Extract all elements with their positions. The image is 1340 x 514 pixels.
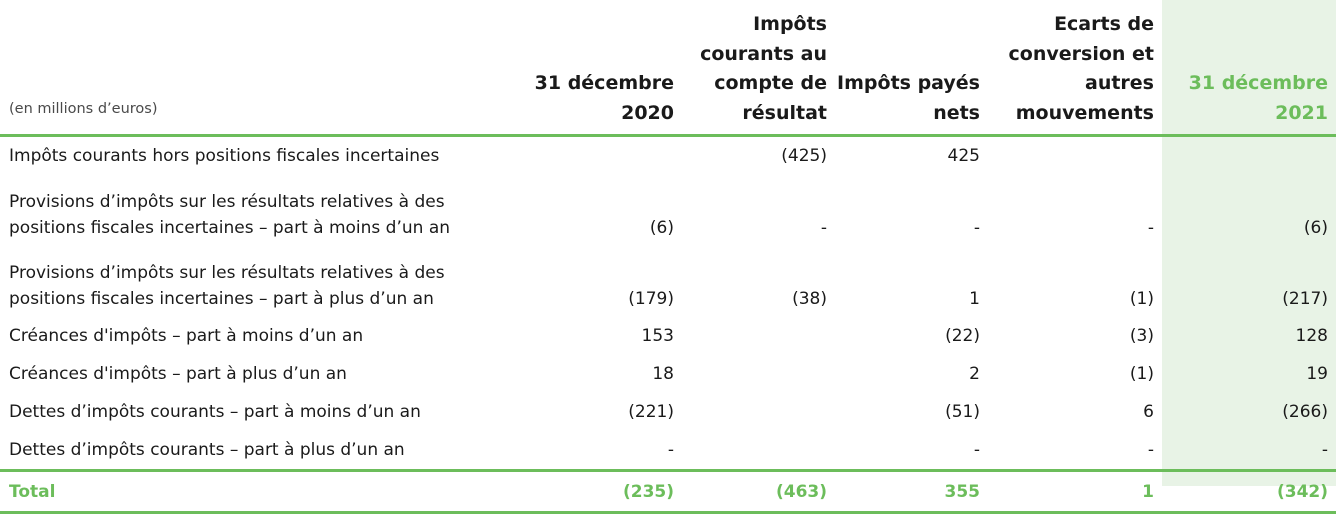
table-row: Créances d'impôts – part à plus d’un an … [0,355,1336,393]
cell-value: 19 [1306,364,1328,384]
row-label: Créances d'impôts – part à plus d’un an [9,364,347,384]
cell-value: - [1147,440,1154,460]
cell-value: (6) [649,218,674,238]
cell-value [682,431,835,471]
cell-value: (266) [1282,402,1328,422]
cell-value: (38) [792,289,827,309]
cell-value: (179) [628,289,674,309]
cell-value: - [820,218,827,238]
row-label: Dettes d’impôts courants – part à moins … [9,402,421,422]
row-label: Provisions d’impôts sur les résultats re… [9,263,445,309]
header-dec-2021: 31 décembre 2021 [1162,0,1336,137]
cell-value [988,136,1162,176]
cell-value [682,393,835,431]
row-label: Impôts courants hors positions fiscales … [9,146,440,166]
row-label: Créances d'impôts – part à moins d’un an [9,326,364,346]
cell-value: - [973,218,980,238]
header-dec-2020: 31 décembre 2020 [522,0,682,137]
table-row: Provisions d’impôts sur les résultats re… [0,175,1336,246]
row-label: Provisions d’impôts sur les résultats re… [9,192,451,238]
table-row: Créances d'impôts – part à moins d’un an… [0,317,1336,355]
cell-value [1162,136,1336,176]
unit-label: (en millions d’euros) [0,0,522,137]
cell-value: (425) [781,146,827,166]
cell-value: (217) [1282,289,1328,309]
cell-value: (1) [1129,289,1154,309]
header-conversion-other: Ecarts de conversion et autres mouvement… [988,0,1162,137]
cell-value [522,136,682,176]
cell-value: 2 [969,364,980,384]
cell-value: - [1321,440,1328,460]
cell-value [682,317,835,355]
cell-value: 18 [652,364,674,384]
header-current-tax-income: Impôts courants au compte de résultat [682,0,835,137]
cell-value: - [1147,218,1154,238]
cell-value: (1) [1129,364,1154,384]
cell-value: (221) [628,402,674,422]
cell-value: 128 [1295,326,1328,346]
table-row: Dettes d’impôts courants – part à moins … [0,393,1336,431]
cell-value: 153 [641,326,674,346]
row-label: Dettes d’impôts courants – part à plus d… [9,440,405,460]
header-net-taxes-paid: Impôts payés nets [835,0,988,137]
cell-value: (51) [945,402,980,422]
cell-value: (3) [1129,326,1154,346]
cell-value: 1 [969,289,980,309]
cell-value: (6) [1303,218,1328,238]
cell-value: (22) [945,326,980,346]
table-row: Impôts courants hors positions fiscales … [0,136,1336,176]
cell-value: 6 [1143,402,1154,422]
cell-value: - [667,440,674,460]
table-row: Provisions d’impôts sur les résultats re… [0,246,1336,317]
header-row: (en millions d’euros) 31 décembre 2020 I… [0,0,1336,137]
cell-value [682,355,835,393]
cell-value: 425 [947,146,980,166]
table-row: Dettes d’impôts courants – part à plus d… [0,431,1336,471]
cell-value: - [973,440,980,460]
